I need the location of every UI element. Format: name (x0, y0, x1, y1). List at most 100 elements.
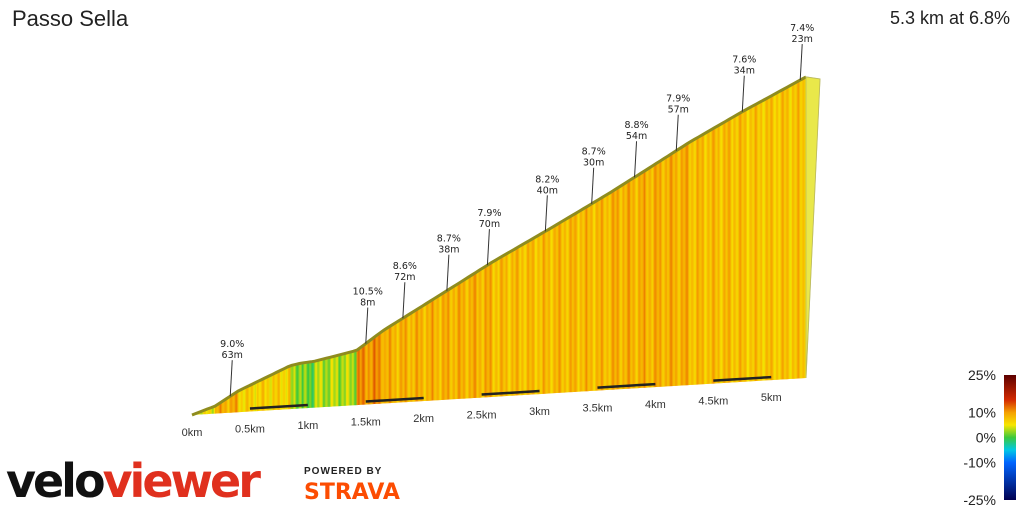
profile-strip (793, 76, 796, 416)
profile-strip (237, 76, 239, 416)
profile-strip (553, 76, 556, 416)
profile-strip (749, 76, 751, 416)
profile-strip (198, 76, 201, 416)
profile-strip (537, 76, 539, 416)
profile-strip (196, 76, 199, 416)
profile-strip (594, 76, 596, 416)
profile-strip (724, 76, 727, 416)
profile-strip (554, 76, 557, 416)
profile-strip (566, 76, 568, 416)
distance-tick-label: 1km (297, 420, 318, 432)
profile-strip (236, 76, 238, 416)
profile-strip (654, 76, 656, 416)
profile-strip (788, 76, 791, 416)
profile-strip (785, 76, 787, 416)
profile-strip (739, 76, 742, 416)
profile-strip (767, 76, 770, 416)
profile-strip (597, 76, 600, 416)
profile-strip (768, 76, 771, 416)
profile-strip (194, 76, 197, 416)
profile-strip (694, 76, 697, 416)
profile-strip (695, 76, 698, 416)
profile-strip (698, 76, 701, 416)
profile-strip (612, 76, 615, 416)
profile-strip (605, 76, 608, 416)
profile-strip (639, 76, 641, 416)
profile-strip (731, 76, 734, 416)
profile-strip (655, 76, 658, 416)
logo-velo: velo (6, 454, 106, 508)
annotation-gradient: 7.9% (477, 208, 501, 219)
legend-label: 0% (976, 430, 996, 446)
profile-strip (789, 76, 792, 416)
profile-strip (248, 76, 251, 416)
profile-strip (790, 76, 793, 416)
profile-strip (204, 76, 207, 416)
profile-strip (546, 76, 549, 416)
annotation-length: 72m (394, 272, 415, 283)
veloviewer-logo[interactable]: veloviewer (6, 452, 261, 510)
profile-strip (800, 76, 802, 416)
annotation-leader (741, 75, 745, 112)
profile-strip (646, 76, 648, 416)
profile-strip (555, 76, 558, 416)
profile-strip (583, 76, 586, 416)
profile-strip (570, 76, 573, 416)
profile-strip (234, 76, 237, 416)
profile-strip (203, 76, 206, 416)
annotation-length: 70m (479, 219, 500, 230)
profile-strip (529, 76, 531, 416)
profile-strip (255, 76, 258, 416)
profile-strip (588, 76, 590, 416)
annotation-length: 40m (537, 185, 558, 196)
profile-strip (632, 76, 634, 416)
profile-strip (761, 76, 764, 416)
strava-logo[interactable]: STRAVA (304, 480, 400, 505)
profile-strip (574, 76, 577, 416)
profile-strip (523, 76, 526, 416)
profile-strip (712, 76, 714, 416)
profile-strip (556, 76, 559, 416)
profile-strip (727, 76, 729, 416)
distance-scale-segment (365, 396, 424, 403)
profile-strip (526, 76, 529, 416)
profile-strip (569, 76, 572, 416)
profile-strip (609, 76, 611, 416)
profile-strip (619, 76, 622, 416)
profile-strip (640, 76, 643, 416)
profile-strip (559, 76, 561, 416)
distance-tick-label: 3.5km (582, 403, 612, 415)
profile-strip (628, 76, 631, 416)
page-title: Passo Sella (12, 6, 129, 31)
profile-strip (770, 76, 772, 416)
profile-strip (782, 76, 785, 416)
profile-strip (794, 76, 797, 416)
profile-strip (711, 76, 713, 416)
profile-strip (577, 76, 580, 416)
profile-strip (522, 76, 524, 416)
profile-strip (751, 76, 754, 416)
profile-strip (760, 76, 763, 416)
profile-strip (208, 76, 210, 416)
annotation-gradient: 8.2% (535, 174, 559, 185)
profile-strip (223, 76, 226, 416)
profile-strip (796, 76, 799, 416)
profile-strip (226, 76, 229, 416)
annotation-leader (365, 307, 369, 344)
profile-strip (648, 76, 651, 416)
distance-tick-label: 2km (413, 413, 434, 425)
profile-strip (524, 76, 527, 416)
profile-strip (210, 76, 213, 416)
profile-strip (715, 76, 718, 416)
profile-strip (627, 76, 630, 416)
profile-strip (779, 76, 782, 416)
profile-strip (707, 76, 710, 416)
profile-strip (773, 76, 776, 416)
profile-strip (677, 76, 680, 416)
profile-strip (604, 76, 607, 416)
profile-strip (802, 76, 805, 416)
annotation-length: 8m (360, 298, 375, 309)
profile-strip (544, 76, 546, 416)
profile-strip (219, 76, 222, 416)
profile-strip (590, 76, 593, 416)
